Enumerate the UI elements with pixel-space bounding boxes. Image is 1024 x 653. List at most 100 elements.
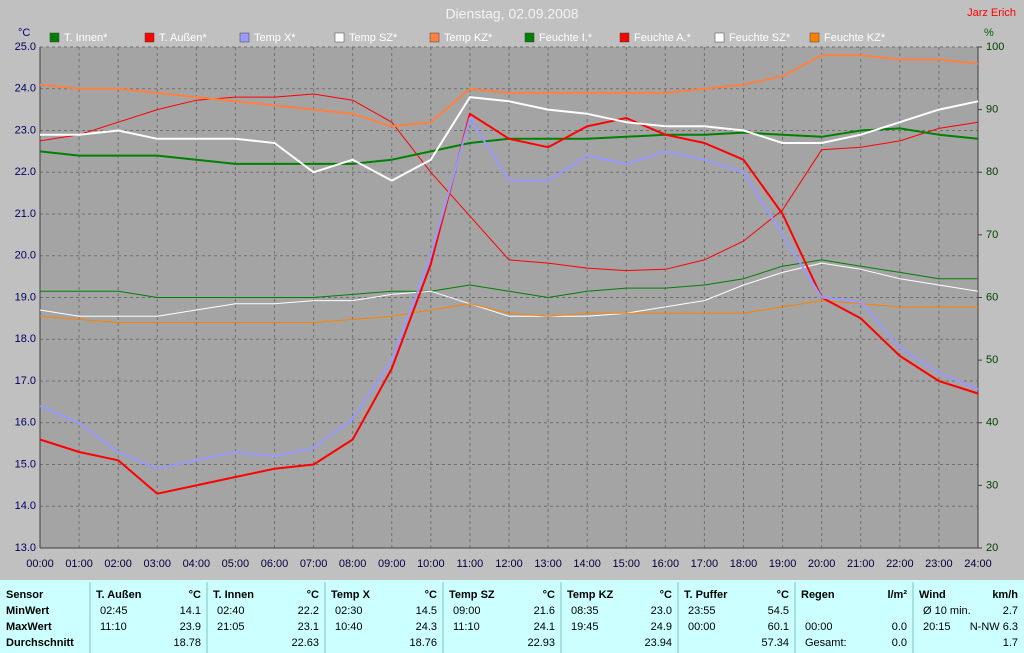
y-tick-label: 20.0: [15, 250, 36, 262]
column-unit: °C: [660, 589, 672, 601]
legend-label: Temp SZ*: [349, 32, 398, 44]
chart-title: Dienstag, 02.09.2008: [445, 6, 578, 22]
legend-swatch: [429, 32, 440, 43]
y-tick-label: 23.0: [15, 124, 36, 136]
table-cell: 23.1: [298, 621, 319, 633]
y2-tick-label: 60: [986, 291, 998, 303]
y-tick-label: 17.0: [15, 375, 36, 387]
x-tick-label: 16:00: [652, 558, 680, 570]
x-tick-label: 20:00: [808, 558, 836, 570]
table-cell: 22.63: [291, 637, 319, 649]
row-label: Sensor: [6, 589, 44, 601]
table-cell: 54.5: [768, 605, 789, 617]
x-tick-label: 12:00: [495, 558, 523, 570]
y-tick-label: 22.0: [15, 166, 36, 178]
table-cell: 02:30: [335, 605, 363, 617]
table-cell: N-NW 6.3: [970, 621, 1018, 633]
x-tick-label: 24:00: [964, 558, 992, 570]
y-tick-label: 18.0: [15, 333, 36, 345]
y2-tick-label: 70: [986, 229, 998, 241]
legend-label: Feuchte KZ*: [824, 32, 886, 44]
y-tick-label: 14.0: [15, 500, 36, 512]
y2-tick-label: 20: [986, 542, 998, 554]
table-cell: 0.0: [892, 637, 907, 649]
legend-label: Temp X*: [254, 32, 296, 44]
x-tick-label: 15:00: [612, 558, 640, 570]
table-cell: 23.9: [180, 621, 201, 633]
table-cell: 00:00: [805, 621, 833, 633]
legend-swatch: [239, 32, 250, 43]
row-label: MinWert: [6, 605, 50, 617]
table-cell: 23.0: [651, 605, 672, 617]
table-cell: 0.0: [892, 621, 907, 633]
x-tick-label: 19:00: [769, 558, 797, 570]
table-cell: 60.1: [768, 621, 789, 633]
table-cell: 19:45: [571, 621, 599, 633]
legend-label: T. Innen*: [64, 32, 108, 44]
x-tick-label: 07:00: [300, 558, 328, 570]
series-line: [39, 93, 979, 272]
legend-label: Feuchte A.*: [634, 32, 692, 44]
table-cell: 1.7: [1003, 637, 1018, 649]
x-tick-label: 11:00: [457, 558, 484, 570]
table-cell: 18.76: [409, 637, 437, 649]
x-tick-label: 01:00: [65, 558, 93, 570]
y2-tick-label: 30: [986, 479, 998, 491]
table-cell: Gesamt:: [805, 637, 847, 649]
y2-tick-label: 80: [986, 166, 998, 178]
column-unit: °C: [425, 589, 437, 601]
legend-swatch: [619, 32, 630, 43]
x-tick-label: 08:00: [339, 558, 367, 570]
column-unit: l/m²: [887, 589, 907, 601]
table-cell: 08:35: [571, 605, 599, 617]
table-cell: 2.7: [1003, 605, 1018, 617]
x-tick-label: 18:00: [730, 558, 758, 570]
y2-tick-label: 90: [986, 104, 998, 116]
table-cell: 14.5: [416, 605, 437, 617]
table-cell: 00:00: [688, 621, 716, 633]
table-cell: 23:55: [688, 605, 716, 617]
legend-swatch: [49, 32, 60, 43]
legend-label: Feuchte I.*: [539, 32, 593, 44]
y-tick-label: 19.0: [15, 291, 36, 303]
table-background: [0, 580, 1024, 653]
x-tick-label: 21:00: [847, 558, 875, 570]
legend-label: T. Außen*: [159, 32, 207, 44]
y-tick-label: 13.0: [15, 542, 36, 554]
x-tick-label: 03:00: [143, 558, 171, 570]
table-cell: 11:10: [453, 621, 480, 633]
x-tick-label: 13:00: [534, 558, 562, 570]
table-cell: 22.2: [298, 605, 319, 617]
column-header: Wind: [919, 589, 946, 601]
column-header: T. Innen: [213, 589, 254, 601]
y2-tick-label: 100: [986, 41, 1004, 53]
table-cell: 10:40: [335, 621, 363, 633]
x-tick-label: 00:00: [26, 558, 54, 570]
table-cell: 14.1: [180, 605, 201, 617]
series-line: [39, 117, 979, 470]
column-unit: km/h: [992, 589, 1018, 601]
x-tick-label: 04:00: [183, 558, 211, 570]
x-tick-label: 22:00: [886, 558, 914, 570]
x-tick-label: 10:00: [417, 558, 445, 570]
table-cell: 18.78: [173, 637, 201, 649]
table-cell: 24.9: [651, 621, 672, 633]
x-tick-label: 02:00: [104, 558, 132, 570]
x-tick-label: 06:00: [261, 558, 289, 570]
table-cell: 21.6: [534, 605, 555, 617]
y2-axis-label: %: [984, 27, 994, 39]
x-tick-label: 09:00: [378, 558, 406, 570]
table-cell: 02:45: [100, 605, 128, 617]
series-line: [39, 262, 979, 317]
column-unit: °C: [307, 589, 319, 601]
legend-swatch: [524, 32, 535, 43]
table-cell: 24.1: [534, 621, 555, 633]
column-unit: °C: [543, 589, 555, 601]
row-label: MaxWert: [6, 621, 52, 633]
x-tick-label: 23:00: [925, 558, 953, 570]
column-header: T. Puffer: [684, 589, 728, 601]
y2-tick-label: 40: [986, 417, 998, 429]
table-cell: 24.3: [416, 621, 437, 633]
legend-swatch: [809, 32, 820, 43]
legend-label: Feuchte SZ*: [729, 32, 791, 44]
